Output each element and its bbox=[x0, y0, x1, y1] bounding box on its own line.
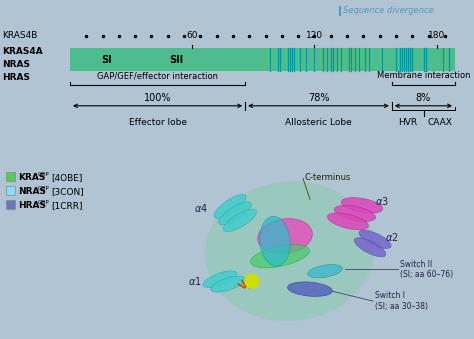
Text: SII: SII bbox=[169, 55, 183, 65]
Text: HRAS: HRAS bbox=[18, 201, 46, 210]
Text: Switch II
(SI; aa 60–76): Switch II (SI; aa 60–76) bbox=[400, 260, 453, 279]
Ellipse shape bbox=[258, 219, 312, 254]
Text: [1CRR]: [1CRR] bbox=[51, 201, 82, 210]
Text: C-terminus: C-terminus bbox=[305, 173, 351, 182]
Ellipse shape bbox=[328, 213, 368, 230]
Circle shape bbox=[245, 274, 259, 288]
Text: $\alpha$1: $\alpha$1 bbox=[188, 275, 202, 287]
Text: NRAS: NRAS bbox=[2, 60, 30, 69]
Ellipse shape bbox=[341, 198, 383, 213]
Text: KRAS: KRAS bbox=[18, 173, 46, 182]
Bar bbox=[70, 48, 455, 71]
Text: GDP: GDP bbox=[38, 186, 50, 191]
Ellipse shape bbox=[219, 202, 251, 225]
Bar bbox=[6, 173, 15, 181]
Ellipse shape bbox=[359, 230, 391, 248]
Ellipse shape bbox=[335, 205, 375, 221]
Bar bbox=[6, 186, 15, 195]
Bar bbox=[6, 200, 15, 210]
Ellipse shape bbox=[251, 245, 310, 268]
Text: Effector lobe: Effector lobe bbox=[128, 118, 187, 127]
Text: Allosteric Lobe: Allosteric Lobe bbox=[285, 118, 352, 127]
Text: 100%: 100% bbox=[144, 93, 171, 103]
Text: [4OBE]: [4OBE] bbox=[51, 173, 82, 182]
Text: HRAS: HRAS bbox=[2, 73, 30, 82]
Ellipse shape bbox=[205, 181, 375, 321]
Text: Membrane interaction: Membrane interaction bbox=[377, 71, 470, 80]
Ellipse shape bbox=[203, 271, 237, 287]
Ellipse shape bbox=[308, 264, 342, 278]
Text: GDP: GDP bbox=[38, 172, 50, 177]
Text: 60: 60 bbox=[186, 31, 198, 40]
Ellipse shape bbox=[214, 194, 246, 218]
Text: GAP/GEF/effector interaction: GAP/GEF/effector interaction bbox=[97, 71, 218, 80]
Text: $\alpha$2: $\alpha$2 bbox=[385, 231, 399, 243]
Text: 120: 120 bbox=[306, 31, 323, 40]
Text: SI: SI bbox=[101, 55, 112, 65]
Text: $\alpha$4: $\alpha$4 bbox=[194, 202, 208, 214]
Text: 180: 180 bbox=[428, 31, 445, 40]
Ellipse shape bbox=[288, 282, 332, 296]
Ellipse shape bbox=[211, 276, 245, 292]
Text: 78%: 78% bbox=[308, 93, 329, 103]
Text: CAAX: CAAX bbox=[427, 118, 452, 127]
Text: 8%: 8% bbox=[416, 93, 431, 103]
Ellipse shape bbox=[260, 216, 290, 266]
Text: $\alpha$3: $\alpha$3 bbox=[375, 195, 389, 207]
Text: Sequence divergence: Sequence divergence bbox=[343, 6, 434, 15]
Text: [3CON]: [3CON] bbox=[51, 187, 84, 196]
Text: HVR: HVR bbox=[399, 118, 418, 127]
Ellipse shape bbox=[354, 238, 386, 257]
Text: GDP: GDP bbox=[38, 200, 50, 205]
Text: KRAS4B: KRAS4B bbox=[2, 32, 37, 40]
Text: NRAS: NRAS bbox=[18, 187, 46, 196]
Text: Switch I
(SI; aa 30–38): Switch I (SI; aa 30–38) bbox=[375, 292, 428, 311]
Ellipse shape bbox=[223, 209, 256, 232]
Text: KRAS4A: KRAS4A bbox=[2, 47, 43, 56]
